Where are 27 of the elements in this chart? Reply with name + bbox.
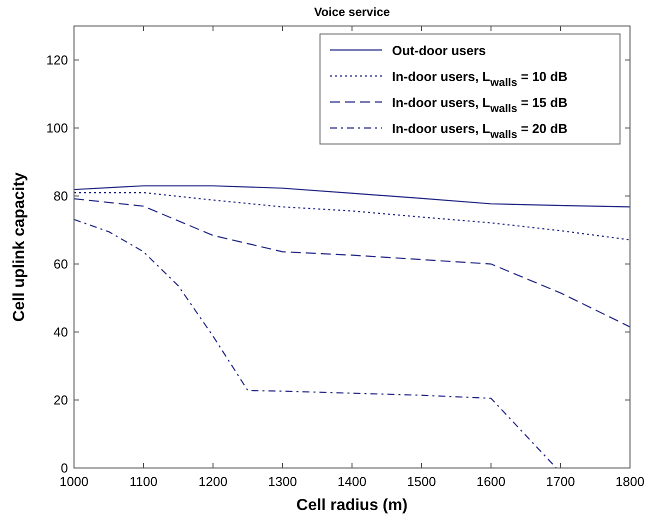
- line-series: [73, 192, 631, 240]
- y-tick-label: 120: [46, 52, 68, 68]
- x-tick-label: 1400: [338, 474, 366, 489]
- x-tick-label: 1700: [546, 474, 575, 489]
- legend-label: In-door users, L$_{walls}$ = 15 dB: [392, 95, 568, 115]
- x-tick-label: 1300: [268, 474, 297, 489]
- legend-label: In-door users, L$_{walls}$ = 20 dB: [392, 121, 568, 141]
- y-tick-label: 0: [60, 460, 68, 476]
- line-series: [73, 218, 557, 469]
- x-axis-title: Cell radius (m): [296, 497, 408, 514]
- legend-label: Out-door users: [392, 43, 486, 58]
- x-tick-label: 1000: [60, 474, 88, 489]
- y-tick-label: 60: [54, 256, 68, 272]
- x-tick-label: 1500: [407, 474, 436, 489]
- y-tick-label: 20: [54, 392, 68, 408]
- x-tick-label: 1800: [616, 474, 644, 489]
- y-tick-label: 40: [54, 324, 68, 340]
- line-series: [73, 198, 631, 328]
- x-tick-label: 1200: [198, 474, 228, 489]
- y-tick-label: 80: [54, 188, 68, 204]
- y-tick-label: 100: [46, 120, 68, 136]
- x-tick-label: 1100: [130, 474, 158, 489]
- legend-label: In-door users, L$_{walls}$ = 10 dB: [392, 69, 568, 89]
- line-series: [73, 185, 631, 208]
- x-tick-label: 1600: [476, 474, 506, 489]
- y-axis-title: Cell uplink capacity: [11, 172, 28, 322]
- chart-title: Voice service: [314, 5, 390, 19]
